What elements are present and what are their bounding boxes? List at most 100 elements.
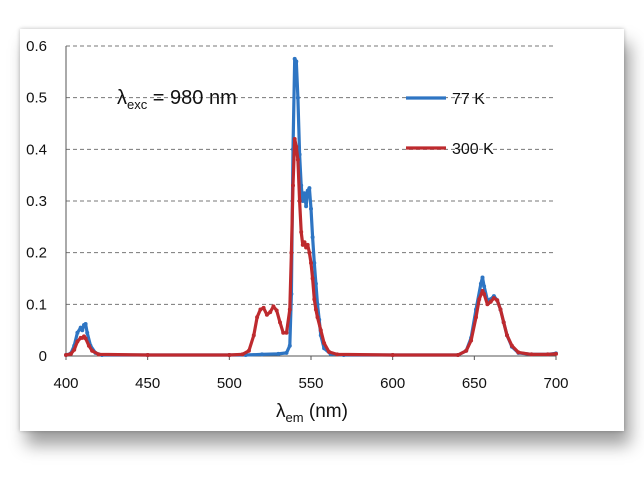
y-tick-label: 0: [39, 348, 47, 365]
data-point: [545, 352, 550, 357]
legend-label: 300 K: [452, 141, 494, 158]
data-point: [287, 343, 292, 348]
data-point: [495, 298, 500, 303]
data-point: [227, 353, 232, 357]
data-point: [464, 348, 469, 353]
data-point: [474, 315, 478, 320]
data-point: [246, 348, 251, 353]
data-point: [478, 281, 483, 286]
data-point: [68, 351, 73, 356]
data-point: [90, 348, 95, 353]
data-point: [309, 261, 313, 265]
data-point: [251, 333, 256, 338]
y-tick-label: 0.3: [26, 193, 47, 210]
data-point: [278, 320, 282, 325]
excitation-annotation: λexc = 980 nm: [117, 87, 237, 112]
x-tick-label: 500: [217, 375, 242, 392]
y-tick-label: 0.6: [26, 38, 47, 55]
data-point: [322, 341, 327, 346]
data-point: [456, 353, 460, 357]
data-point: [295, 157, 300, 162]
data-point: [284, 350, 289, 355]
data-point: [302, 240, 307, 245]
x-tick-label: 650: [462, 375, 487, 392]
data-point: [292, 137, 297, 141]
x-tick-label: 400: [53, 375, 78, 392]
legend: 77 K 300 K: [406, 91, 494, 158]
data-point: [505, 333, 509, 338]
series-layer: [64, 56, 558, 357]
x-tick-label: 700: [543, 375, 568, 392]
x-tick-label: 450: [135, 375, 160, 392]
y-tick-label: 0.5: [26, 90, 47, 107]
data-point: [96, 352, 101, 357]
chart-panel: [20, 29, 624, 431]
x-axis-title: λem (nm): [276, 401, 348, 425]
data-point: [291, 183, 295, 188]
data-point: [80, 328, 85, 333]
data-point: [304, 204, 309, 209]
data-point: [258, 307, 263, 312]
data-point: [309, 206, 313, 211]
data-point: [312, 261, 317, 265]
data-point: [480, 288, 485, 293]
data-point: [276, 351, 281, 356]
data-point: [501, 320, 506, 325]
data-point: [488, 299, 493, 304]
data-point: [287, 307, 292, 312]
data-point: [315, 315, 320, 320]
y-tick-label: 0.1: [26, 296, 47, 313]
data-point: [307, 250, 312, 255]
data-point: [260, 352, 264, 357]
data-point: [300, 199, 305, 203]
data-point: [313, 307, 318, 312]
data-point: [85, 330, 90, 335]
data-point: [75, 330, 80, 335]
data-point: [72, 347, 77, 352]
data-point: [264, 312, 269, 317]
data-point: [289, 250, 294, 255]
data-point: [297, 199, 302, 203]
data-point: [491, 296, 496, 301]
data-point: [305, 242, 310, 247]
data-point: [312, 297, 317, 302]
data-point: [145, 353, 150, 357]
data-point: [268, 310, 273, 315]
data-point: [509, 343, 514, 348]
x-tick-labels: 400 450 500 550 600 650 700: [53, 356, 569, 392]
data-point: [480, 275, 485, 280]
data-point: [310, 235, 315, 240]
data-point: [482, 284, 487, 289]
data-point: [469, 338, 474, 343]
data-point: [295, 95, 300, 100]
data-point: [498, 307, 503, 312]
data-point: [274, 308, 279, 313]
data-point: [83, 336, 88, 341]
data-point: [255, 315, 260, 320]
data-point: [271, 304, 276, 309]
y-tick-labels: 0 0.1 0.2 0.3 0.4 0.5 0.6: [26, 38, 47, 365]
data-point: [284, 330, 289, 335]
y-tick-label: 0.2: [26, 245, 47, 262]
data-point: [83, 322, 88, 326]
data-point: [294, 144, 299, 149]
data-point: [477, 297, 482, 302]
series-b: [64, 137, 558, 357]
data-point: [299, 230, 304, 234]
x-tick-label: 550: [298, 375, 323, 392]
series-line: [64, 137, 558, 357]
data-point: [390, 353, 395, 357]
data-point: [75, 339, 80, 344]
data-point: [310, 276, 315, 281]
data-point: [281, 330, 286, 335]
data-point: [485, 302, 490, 307]
data-point: [240, 352, 245, 357]
legend-label: 77 K: [452, 91, 485, 108]
data-point: [294, 59, 299, 64]
data-point: [554, 351, 558, 356]
data-point: [318, 328, 323, 333]
data-point: [327, 349, 331, 354]
data-point: [529, 352, 534, 357]
